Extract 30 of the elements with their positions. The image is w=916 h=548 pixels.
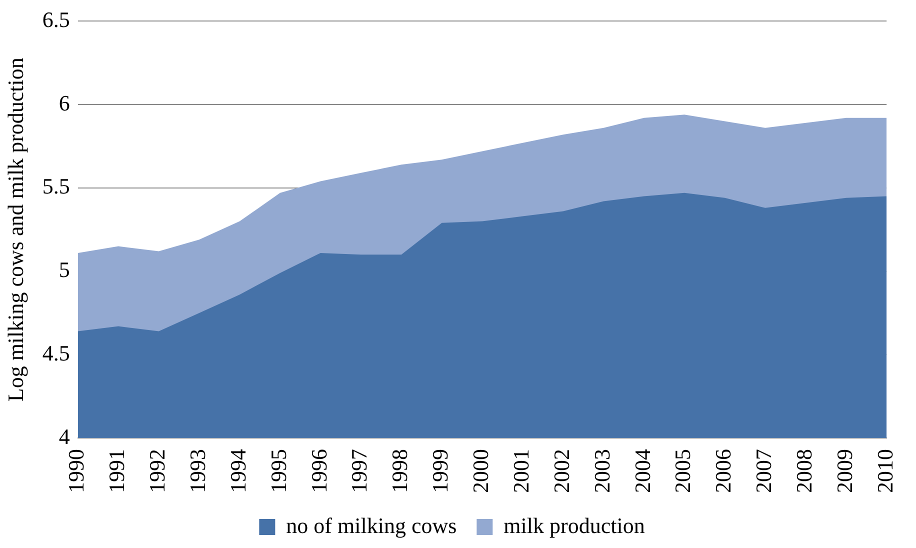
x-tick-label: 1997 — [346, 449, 372, 493]
x-tick-label: 2005 — [670, 449, 696, 493]
y-tick-label: 6.5 — [42, 6, 70, 32]
x-tick-label: 1992 — [144, 449, 170, 493]
y-axis-title: Log milking cows and milk production — [2, 58, 28, 402]
x-tick-label: 1996 — [306, 449, 332, 493]
y-tick-label: 5.5 — [42, 174, 70, 199]
y-tick-label: 4 — [58, 424, 70, 449]
y-tick-label: 6 — [58, 90, 70, 116]
x-tick-label: 2002 — [548, 449, 574, 493]
x-tick-label: 1998 — [387, 449, 412, 493]
x-tick-label: 1995 — [266, 449, 291, 493]
x-tick-label: 2009 — [832, 449, 857, 493]
x-tick-label: 1990 — [64, 449, 89, 493]
x-tick-label: 2000 — [468, 449, 494, 493]
x-tick-label: 1991 — [104, 449, 130, 493]
x-tick-label: 2003 — [589, 449, 614, 493]
x-tick-label: 2001 — [508, 449, 534, 493]
x-tick-label: 2008 — [792, 449, 817, 493]
legend-label: milk production — [504, 512, 645, 538]
y-tick-label: 4.5 — [42, 340, 70, 366]
x-tick-label: 1994 — [225, 449, 250, 493]
x-tick-label: 1993 — [184, 449, 210, 493]
y-tick-label: 5 — [58, 257, 70, 282]
x-tick-label: 1999 — [428, 449, 453, 493]
legend-label: no of milking cows — [286, 512, 457, 538]
x-tick-label: 2007 — [751, 449, 776, 493]
x-tick-label: 2010 — [872, 449, 898, 493]
x-tick-label: 2004 — [630, 449, 655, 493]
x-tick-label: 2006 — [710, 449, 736, 493]
